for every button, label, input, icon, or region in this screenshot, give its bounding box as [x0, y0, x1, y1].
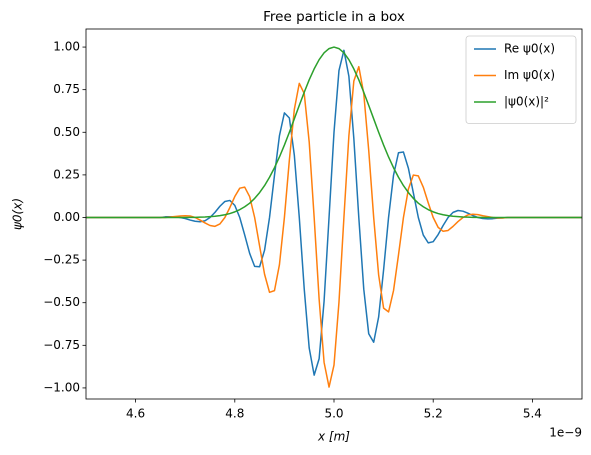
y-tick-label: −0.25: [43, 253, 80, 267]
y-tick-label: 0.00: [53, 210, 80, 224]
chart-title: Free particle in a box: [263, 9, 405, 25]
legend: Re ψ0(x) Im ψ0(x) |ψ0(x)|²: [465, 35, 577, 124]
series-line: [86, 46, 582, 219]
plot-lines: [86, 46, 582, 388]
x-tick-label: 5.2: [424, 407, 443, 421]
x-tick-label: 5.4: [523, 407, 542, 421]
y-tick-label: −0.75: [43, 338, 80, 352]
x-offset-label: 1e−9: [549, 426, 582, 440]
y-tick-label: −1.00: [43, 380, 80, 394]
y-tick-label: −0.50: [43, 295, 80, 309]
x-tick-label: 4.6: [126, 407, 145, 421]
x-axis-label: x [m]: [317, 430, 350, 444]
legend-label: Im ψ0(x): [504, 68, 555, 82]
legend-label: |ψ0(x)|²: [504, 95, 549, 109]
y-tick-label: 0.50: [53, 125, 80, 139]
y-tick-label: 0.75: [53, 82, 80, 96]
x-tick-label: 5.0: [324, 407, 343, 421]
legend-label: Re ψ0(x): [504, 42, 555, 56]
y-tick-label: 0.25: [53, 167, 80, 181]
x-tick-label: 4.8: [225, 407, 244, 421]
y-axis-label: ψ0(x): [11, 198, 25, 230]
y-tick-label: 1.00: [53, 40, 80, 54]
